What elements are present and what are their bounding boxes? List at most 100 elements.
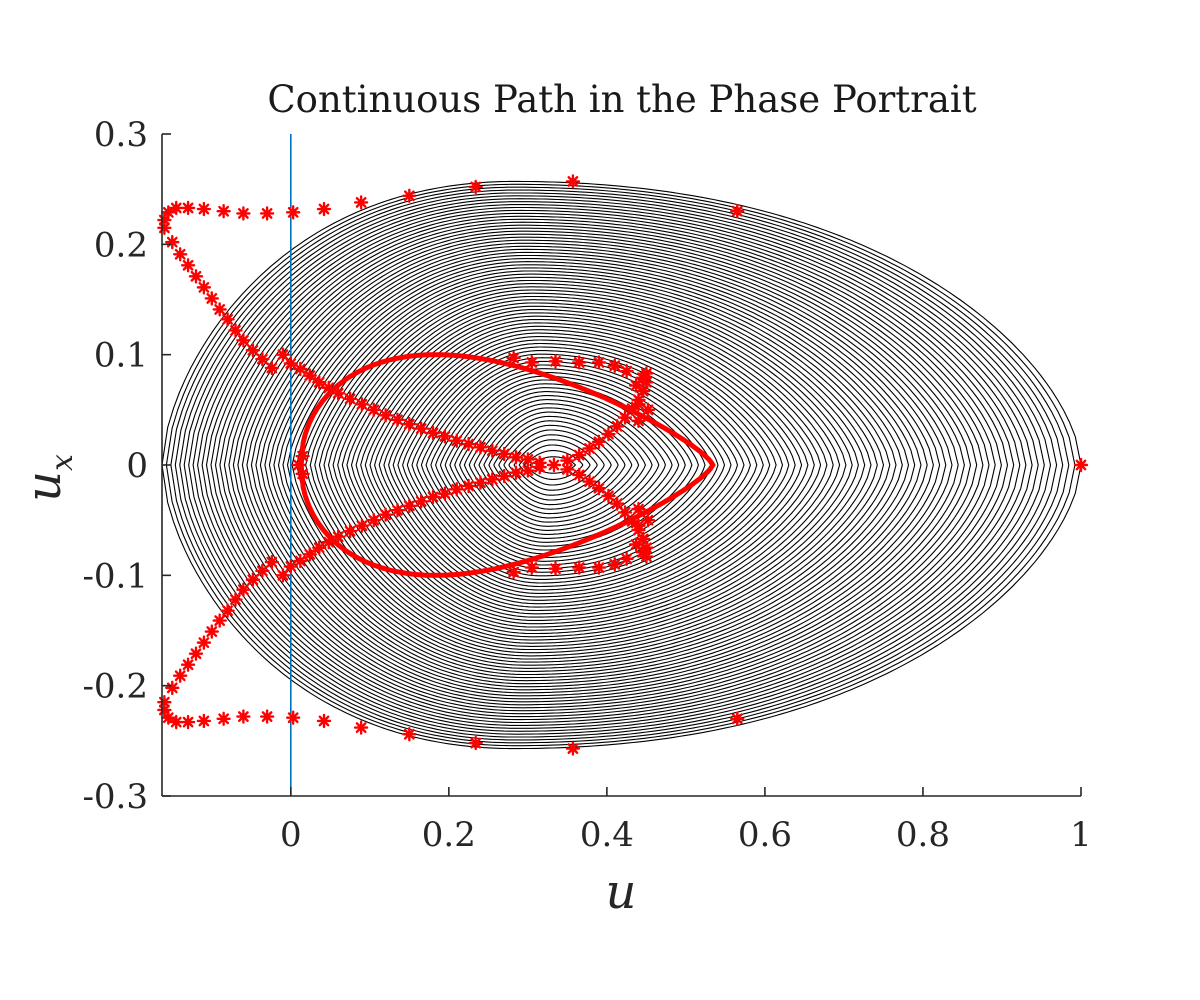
marker-point xyxy=(212,302,227,317)
marker-point xyxy=(635,370,650,386)
periodic-orbit xyxy=(214,215,1009,715)
periodic-orbit xyxy=(174,189,1064,741)
marker-point xyxy=(196,635,212,650)
axes: 0 0.2 0.4 0.6 0.8 1 0.3 0.2 0.1 0 -0.1 -0.2 -0.3 xyxy=(82,115,1091,855)
marker-point xyxy=(449,433,464,448)
marker-series xyxy=(157,174,1089,756)
marker-point xyxy=(204,291,219,306)
periodic-orbit xyxy=(318,286,866,644)
marker-point xyxy=(236,582,251,597)
marker-point xyxy=(264,360,280,376)
x-tick-label: 0.2 xyxy=(422,815,476,855)
marker-point xyxy=(220,603,235,618)
periodic-orbit xyxy=(416,357,732,573)
marker-point xyxy=(413,421,429,436)
periodic-orbit xyxy=(282,261,916,669)
marker-point xyxy=(532,460,547,475)
marker-point xyxy=(172,668,188,683)
marker-point xyxy=(468,735,483,751)
y-axis-label-subscript: x xyxy=(45,454,80,471)
periodic-orbit xyxy=(402,346,751,584)
marker-point xyxy=(302,547,317,562)
marker-point xyxy=(631,501,646,517)
marker-point xyxy=(165,234,180,250)
marker-point xyxy=(640,402,656,418)
periodic-orbit xyxy=(323,289,859,641)
marker-point xyxy=(548,354,563,369)
periodic-orbit xyxy=(300,273,891,657)
periodic-orbit xyxy=(183,195,1052,735)
marker-point xyxy=(161,205,176,220)
marker-point xyxy=(591,480,607,496)
marker-point xyxy=(228,592,243,607)
marker-point xyxy=(196,201,212,217)
periodic-orbit xyxy=(241,233,972,697)
marker-point xyxy=(730,711,745,726)
marker-point xyxy=(259,206,275,221)
marker-point xyxy=(236,709,251,724)
periodic-orbit xyxy=(210,212,1015,718)
marker-point xyxy=(342,524,358,539)
marker-point xyxy=(354,397,370,412)
marker-point xyxy=(624,401,640,416)
y-axis-label-base: u xyxy=(16,471,72,502)
marker-point xyxy=(485,472,500,487)
periodic-orbit xyxy=(205,209,1021,721)
marker-point xyxy=(565,741,581,756)
marker-point xyxy=(264,554,280,570)
periodic-orbit xyxy=(411,353,739,577)
periodic-orbit xyxy=(513,439,598,491)
x-axis-ticks: 0 0.2 0.4 0.6 0.8 1 xyxy=(280,787,1092,855)
periodic-orbit xyxy=(201,206,1027,724)
periodic-orbit xyxy=(337,299,841,631)
y-axis-label: ux xyxy=(16,454,80,502)
marker-point xyxy=(353,720,369,735)
marker-point xyxy=(169,714,184,730)
periodic-orbit xyxy=(277,258,922,672)
marker-point xyxy=(402,188,417,203)
marker-point xyxy=(180,200,196,216)
marker-point xyxy=(565,174,581,189)
x-axis-label: u xyxy=(606,864,637,920)
marker-point xyxy=(342,391,358,406)
periodic-orbit xyxy=(488,415,633,515)
x-tick-label: 0 xyxy=(280,815,302,855)
marker-point xyxy=(216,711,231,726)
periodic-orbit xyxy=(392,339,764,591)
periodic-orbit xyxy=(528,456,577,474)
marker-point xyxy=(560,462,575,477)
y-tick-label: 0.1 xyxy=(94,336,148,376)
plot-area xyxy=(157,134,1089,796)
marker-point xyxy=(188,269,204,284)
periodic-orbit xyxy=(170,186,1070,744)
marker-point xyxy=(291,457,306,473)
marker-point xyxy=(582,441,597,456)
periodic-orbit xyxy=(350,309,822,621)
marker-point xyxy=(506,564,521,580)
marker-point xyxy=(204,624,219,639)
marker-point xyxy=(402,416,417,432)
marker-point xyxy=(601,426,616,442)
periodic-orbit xyxy=(250,239,959,691)
marker-point xyxy=(220,312,235,327)
marker-point xyxy=(402,498,417,514)
marker-point xyxy=(1073,457,1089,473)
marker-point xyxy=(607,557,622,572)
marker-point xyxy=(402,727,417,742)
marker-point xyxy=(212,613,227,628)
marker-point xyxy=(437,429,453,444)
marker-point xyxy=(560,453,575,468)
marker-point xyxy=(180,657,196,672)
periodic-orbit xyxy=(273,254,928,676)
periodic-orbit xyxy=(420,360,726,570)
marker-point xyxy=(631,413,646,429)
chart-title: Continuous Path in the Phase Portrait xyxy=(267,78,976,121)
periodic-orbit xyxy=(498,424,619,506)
marker-point xyxy=(609,496,625,511)
periodic-orbit xyxy=(523,450,584,480)
periodic-orbit xyxy=(406,350,745,580)
marker-point xyxy=(461,436,476,452)
periodic-orbit xyxy=(197,204,1033,726)
periodic-orbit xyxy=(309,279,878,651)
marker-point xyxy=(628,537,644,552)
